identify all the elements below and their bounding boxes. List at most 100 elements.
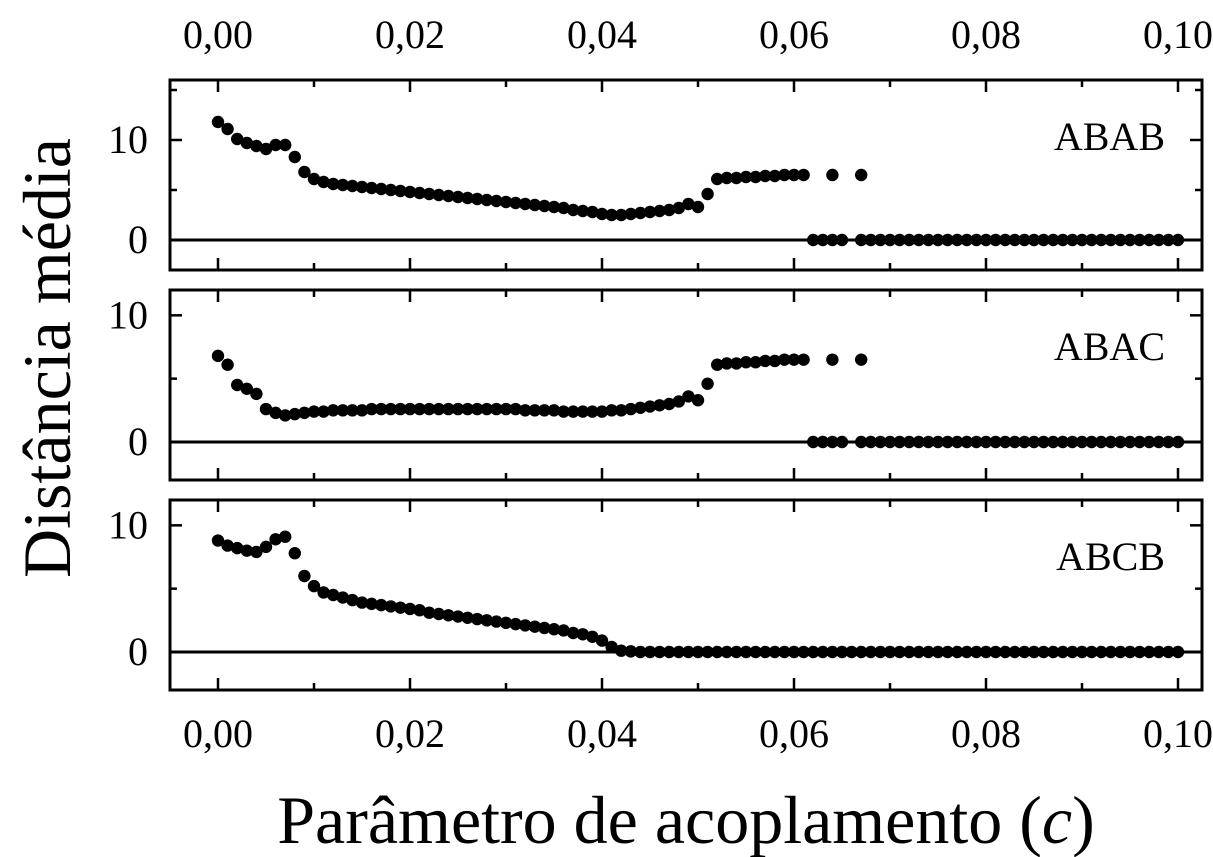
data-point (1114, 645, 1127, 659)
data-point (970, 645, 983, 659)
data-point (941, 435, 954, 449)
data-point (538, 404, 551, 417)
data-point (413, 402, 426, 416)
data-point (893, 645, 906, 659)
data-point (509, 196, 522, 210)
data-point (653, 645, 666, 659)
data-point (845, 645, 858, 659)
panel-label: ABAC (1054, 324, 1165, 369)
data-point (1133, 435, 1146, 449)
data-point (413, 604, 426, 617)
data-point (912, 233, 925, 247)
data-point (605, 208, 618, 222)
data-point (1104, 435, 1118, 449)
data-point (231, 378, 244, 392)
data-point (615, 404, 628, 417)
data-point (1171, 233, 1185, 247)
data-point (1037, 435, 1050, 449)
data-point (423, 187, 436, 201)
data-point (1056, 645, 1070, 659)
data-point (375, 182, 388, 196)
data-point (519, 619, 532, 632)
data-point (941, 233, 954, 247)
data-point (1152, 435, 1166, 449)
data-point (893, 233, 906, 247)
data-point (855, 233, 868, 247)
data-point (634, 206, 647, 220)
data-point (999, 233, 1012, 247)
data-point (912, 435, 925, 449)
data-point (816, 435, 829, 449)
data-point (1075, 435, 1089, 449)
data-point (912, 645, 925, 659)
data-point (759, 645, 772, 659)
data-point (951, 233, 964, 247)
data-point (864, 645, 877, 659)
data-point (1085, 233, 1098, 247)
data-point (807, 645, 820, 659)
data-point (835, 435, 849, 449)
data-point (327, 588, 340, 602)
data-point (1114, 233, 1127, 247)
data-point (605, 640, 618, 654)
data-point (1066, 645, 1079, 659)
data-point (903, 233, 916, 247)
data-point (1066, 233, 1079, 247)
data-point (471, 402, 484, 416)
data-point (663, 397, 676, 411)
data-point (682, 197, 695, 211)
data-point (595, 634, 609, 647)
data-point (499, 402, 513, 416)
data-point (288, 150, 301, 164)
data-point (288, 547, 301, 560)
data-point (298, 165, 311, 179)
x-tick-label-top: 0,04 (567, 12, 637, 57)
data-point (1133, 233, 1146, 247)
data-point (672, 201, 685, 215)
data-point (1143, 645, 1156, 659)
data-point (1152, 233, 1166, 247)
data-point (269, 138, 282, 152)
data-point (922, 233, 935, 247)
data-point (547, 623, 561, 636)
data-point (634, 645, 647, 659)
data-point (922, 645, 935, 659)
data-point (1047, 435, 1060, 449)
data-point (1056, 435, 1070, 449)
data-point (874, 233, 887, 247)
data-point (336, 178, 349, 192)
data-point (778, 168, 791, 182)
data-point (586, 630, 599, 643)
data-point (211, 349, 225, 363)
data-point (816, 645, 829, 659)
bottom-x-tick-labels: 0,00 0,02 0,04 0,06 0,08 0,10 (183, 711, 1213, 756)
data-point (941, 645, 954, 659)
data-point (931, 435, 945, 449)
data-point (672, 395, 685, 408)
data-point (346, 179, 359, 193)
data-point (336, 591, 349, 604)
data-point (1027, 435, 1041, 449)
data-point (615, 208, 628, 222)
y-tick-label: 10 (108, 117, 148, 162)
data-point (595, 207, 609, 221)
data-point (951, 645, 964, 659)
data-point (211, 534, 225, 547)
data-point (499, 195, 513, 209)
data-point (855, 645, 868, 659)
data-point (384, 600, 397, 613)
data-point (643, 645, 657, 659)
data-point (442, 609, 455, 622)
x-tick-label-top: 0,02 (375, 12, 445, 57)
data-point (327, 404, 340, 417)
data-point (663, 645, 676, 659)
data-point (259, 540, 273, 554)
x-tick-label-top: 0,06 (759, 12, 829, 57)
data-point (317, 586, 330, 599)
data-point (221, 539, 234, 552)
data-point (634, 401, 647, 414)
data-point (567, 405, 580, 418)
data-point (576, 628, 589, 641)
data-point (663, 203, 676, 217)
